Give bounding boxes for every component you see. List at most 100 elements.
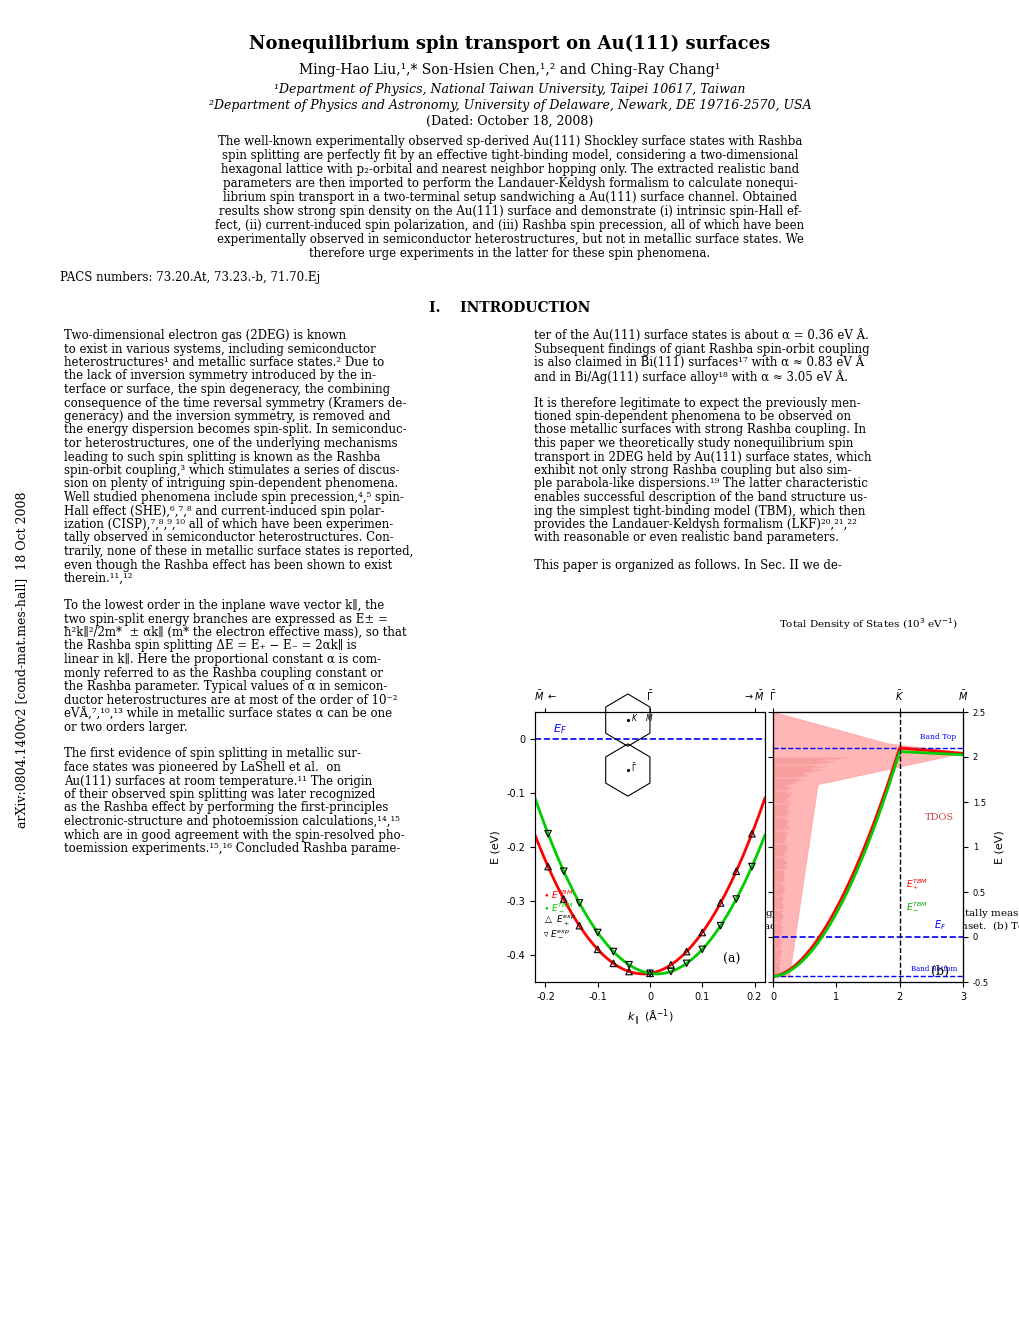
Text: I.    INTRODUCTION: I. INTRODUCTION [429,301,590,315]
Point [743,855,759,876]
Text: To the lowest order in the inplane wave vector k∥, the: To the lowest order in the inplane wave … [64,599,384,612]
Text: face states was pioneered by LaShell et al.  on: face states was pioneered by LaShell et … [64,762,340,774]
Point [694,939,710,960]
Text: Au(111) surfaces at room temperature.¹¹ The origin: Au(111) surfaces at room temperature.¹¹ … [64,775,372,788]
Point [711,915,728,936]
Text: Band Top: Band Top [919,733,955,741]
Text: Band Bottom: Band Bottom [911,965,957,973]
Text: Ming-Hao Liu,¹,* Son-Hsien Chen,¹,² and Ching-Ray Chang¹: Ming-Hao Liu,¹,* Son-Hsien Chen,¹,² and … [300,63,719,77]
Text: generacy) and the inversion symmetry, is removed and: generacy) and the inversion symmetry, is… [64,411,390,422]
Text: TDOS: TDOS [924,813,953,822]
Text: $\bullet$ $E_+^{TBM}$: $\bullet$ $E_+^{TBM}$ [542,888,573,903]
Text: tally observed in semiconductor heterostructures. Con-: tally observed in semiconductor heterost… [64,532,393,544]
Text: and in Bi/Ag(111) surface alloy¹⁸ with α ≈ 3.05 eV Å.: and in Bi/Ag(111) surface alloy¹⁸ with α… [534,370,847,384]
Text: linear in k∥. Here the proportional constant α is com-: linear in k∥. Here the proportional cons… [64,653,381,667]
Text: $\bar{\Gamma}$: $\bar{\Gamma}$ [631,762,637,775]
Text: toemission experiments.¹⁵,¹⁶ Concluded Rashba parame-: toemission experiments.¹⁵,¹⁶ Concluded R… [64,842,400,855]
Text: This paper is organized as follows. In Sec. II we de-: This paper is organized as follows. In S… [534,558,841,572]
Point [641,962,657,983]
Text: Total Density of States (10$^3$ eV$^{-1}$): Total Density of States (10$^3$ eV$^{-1}… [777,616,957,632]
Text: ter of the Au(111) surface states is about α = 0.36 eV Å.: ter of the Au(111) surface states is abo… [534,329,868,342]
Y-axis label: E (eV): E (eV) [490,830,500,863]
Text: PACS numbers: 73.20.At, 73.23.-b, 71.70.Ej: PACS numbers: 73.20.At, 73.23.-b, 71.70.… [60,271,320,284]
Text: therefore urge experiments in the latter for these spin phenomena.: therefore urge experiments in the latter… [309,247,710,260]
Text: as the Rashba effect by performing the first-principles: as the Rashba effect by performing the f… [64,801,388,814]
Point [589,921,605,942]
Text: ing the simplest tight-binding model (TBM), which then: ing the simplest tight-binding model (TB… [534,504,864,517]
Text: $E_F$: $E_F$ [552,722,567,737]
Text: therein.¹¹,¹²: therein.¹¹,¹² [64,572,133,585]
Point [711,892,728,913]
Text: the Rashba parameter. Typical values of α in semicon-: the Rashba parameter. Typical values of … [64,680,387,693]
Text: Two-dimensional electron gas (2DEG) is known: Two-dimensional electron gas (2DEG) is k… [64,329,345,342]
Text: Hall effect (SHE),⁶,⁷,⁸ and current-induced spin polar-: Hall effect (SHE),⁶,⁷,⁸ and current-indu… [64,504,384,517]
Text: $E^{TBM}$ along $\bar{\Gamma}\bar{K}$ and $\bar{K}\bar{M}$ directions.: $E^{TBM}$ along $\bar{\Gamma}\bar{K}$ an… [534,931,707,948]
Point [694,921,710,942]
Text: even though the Rashba effect has been shown to exist: even though the Rashba effect has been s… [64,558,392,572]
Text: $E_+^{TBM}$: $E_+^{TBM}$ [905,876,927,892]
Text: Nonequilibrium spin transport on Au(111) surfaces: Nonequilibrium spin transport on Au(111)… [249,36,770,53]
Text: those metallic surfaces with strong Rashba coupling. In: those metallic surfaces with strong Rash… [534,424,865,437]
Point [678,941,694,962]
Text: leading to such spin splitting is known as the Rashba: leading to such spin splitting is known … [64,450,380,463]
Point [539,855,555,876]
Point [641,962,657,983]
Text: $\triangledown$ $E_-^{exp}$: $\triangledown$ $E_-^{exp}$ [542,928,570,940]
Text: $E_-^{TBM}$: $E_-^{TBM}$ [905,902,927,913]
Text: $\triangle$ $E_+^{exp}$: $\triangle$ $E_+^{exp}$ [542,913,576,928]
Point [621,954,637,975]
Text: Subsequent findings of giant Rashba spin-orbit coupling: Subsequent findings of giant Rashba spin… [534,342,869,355]
Point [728,888,744,909]
Text: librium spin transport in a two-terminal setup sandwiching a Au(111) surface cha: librium spin transport in a two-terminal… [223,191,796,205]
Text: (b): (b) [930,965,949,978]
Text: The first evidence of spin splitting in metallic sur-: The first evidence of spin splitting in … [64,747,361,760]
Y-axis label: E (eV): E (eV) [994,830,1004,863]
Text: $\bullet$ $E_-^{TBM}$: $\bullet$ $E_-^{TBM}$ [542,902,573,913]
Point [539,824,555,845]
Point [604,953,621,974]
Text: provides the Landauer-Keldysh formalism (LKF)²⁰,²¹,²²: provides the Landauer-Keldysh formalism … [534,517,856,531]
Text: (a): (a) [722,953,740,966]
Point [728,861,744,882]
Text: $\bar{K}$: $\bar{K}$ [631,711,638,725]
Text: to exist in various systems, including semiconductor: to exist in various systems, including s… [64,342,375,355]
Text: The well-known experimentally observed sp-derived Au(111) Shockley surface state: The well-known experimentally observed s… [218,135,801,148]
Text: ductor heterostructures are at most of the order of 10⁻²: ductor heterostructures are at most of t… [64,693,397,706]
Text: of Ref. 11, along the $\bar{\Gamma}\bar{M}$ direction.  The surface Brillouin zo: of Ref. 11, along the $\bar{\Gamma}\bar{… [534,917,1019,935]
Text: It is therefore legitimate to expect the previously men-: It is therefore legitimate to expect the… [534,396,860,409]
Text: of their observed spin splitting was later recognized: of their observed spin splitting was lat… [64,788,375,801]
Text: heterostructures¹ and metallic surface states.² Due to: heterostructures¹ and metallic surface s… [64,356,384,370]
Text: this paper we theoretically study nonequilibrium spin: this paper we theoretically study nonequ… [534,437,853,450]
Point [571,915,587,936]
Text: transport in 2DEG held by Au(111) surface states, which: transport in 2DEG held by Au(111) surfac… [534,450,870,463]
Text: the lack of inversion symmetry introduced by the in-: the lack of inversion symmetry introduce… [64,370,376,383]
Text: monly referred to as the Rashba coupling constant or: monly referred to as the Rashba coupling… [64,667,382,680]
Text: ple parabola-like dispersions.¹⁹ The latter characteristic: ple parabola-like dispersions.¹⁹ The lat… [534,478,867,491]
Text: tor heterostructures, one of the underlying mechanisms: tor heterostructures, one of the underly… [64,437,397,450]
Text: ¹Department of Physics, National Taiwan University, Taipei 10617, Taiwan: ¹Department of Physics, National Taiwan … [274,83,745,96]
Text: enables successful description of the band structure us-: enables successful description of the ba… [534,491,866,504]
Text: results show strong spin density on the Au(111) surface and demonstrate (i) intr: results show strong spin density on the … [218,205,801,218]
Text: ization (CISP),⁷,⁸,⁹,¹⁰ all of which have been experimen-: ization (CISP),⁷,⁸,⁹,¹⁰ all of which hav… [64,517,393,531]
Text: which are in good agreement with the spin-resolved pho-: which are in good agreement with the spi… [64,829,405,842]
Text: hexagonal lattice with p₂-orbital and nearest neighbor hopping only. The extract: hexagonal lattice with p₂-orbital and ne… [221,162,798,176]
Text: the Rashba spin splitting ΔE = E₊ − E₋ = 2αk∥ is: the Rashba spin splitting ΔE = E₊ − E₋ =… [64,639,357,652]
Point [662,961,679,982]
Text: terface or surface, the spin degeneracy, the combining: terface or surface, the spin degeneracy,… [64,383,389,396]
Text: fect, (ii) current-induced spin polarization, and (iii) Rashba spin precession, : fect, (ii) current-induced spin polariza… [215,219,804,232]
Point [589,939,605,960]
Text: trarily, none of these in metallic surface states is reported,: trarily, none of these in metallic surfa… [64,545,413,558]
Text: sion on plenty of intriguing spin-dependent phenomena.: sion on plenty of intriguing spin-depend… [64,478,397,491]
Text: $\bar{M}$: $\bar{M}$ [644,711,652,725]
Text: (Dated: October 18, 2008): (Dated: October 18, 2008) [426,115,593,128]
Text: experimentally observed in semiconductor heterostructures, but not in metallic s: experimentally observed in semiconductor… [216,234,803,246]
Text: electronic-structure and photoemission calculations,¹⁴,¹⁵: electronic-structure and photoemission c… [64,814,399,828]
Text: $E_F$: $E_F$ [933,917,946,932]
Point [621,961,637,982]
Text: is also claimed in Bi(111) surfaces¹⁷ with α ≈ 0.83 eV Å: is also claimed in Bi(111) surfaces¹⁷ wi… [534,356,863,370]
Point [743,824,759,845]
Text: consequence of the time reversal symmetry (Kramers de-: consequence of the time reversal symmetr… [64,396,406,409]
Text: ²Department of Physics and Astronomy, University of Delaware, Newark, DE 19716-2: ²Department of Physics and Astronomy, Un… [209,99,810,112]
Text: parameters are then imported to perform the Landauer-Keldysh formalism to calcul: parameters are then imported to perform … [222,177,797,190]
X-axis label: $k_{\parallel}$ (Å$^{-1}$): $k_{\parallel}$ (Å$^{-1}$) [626,1007,673,1028]
